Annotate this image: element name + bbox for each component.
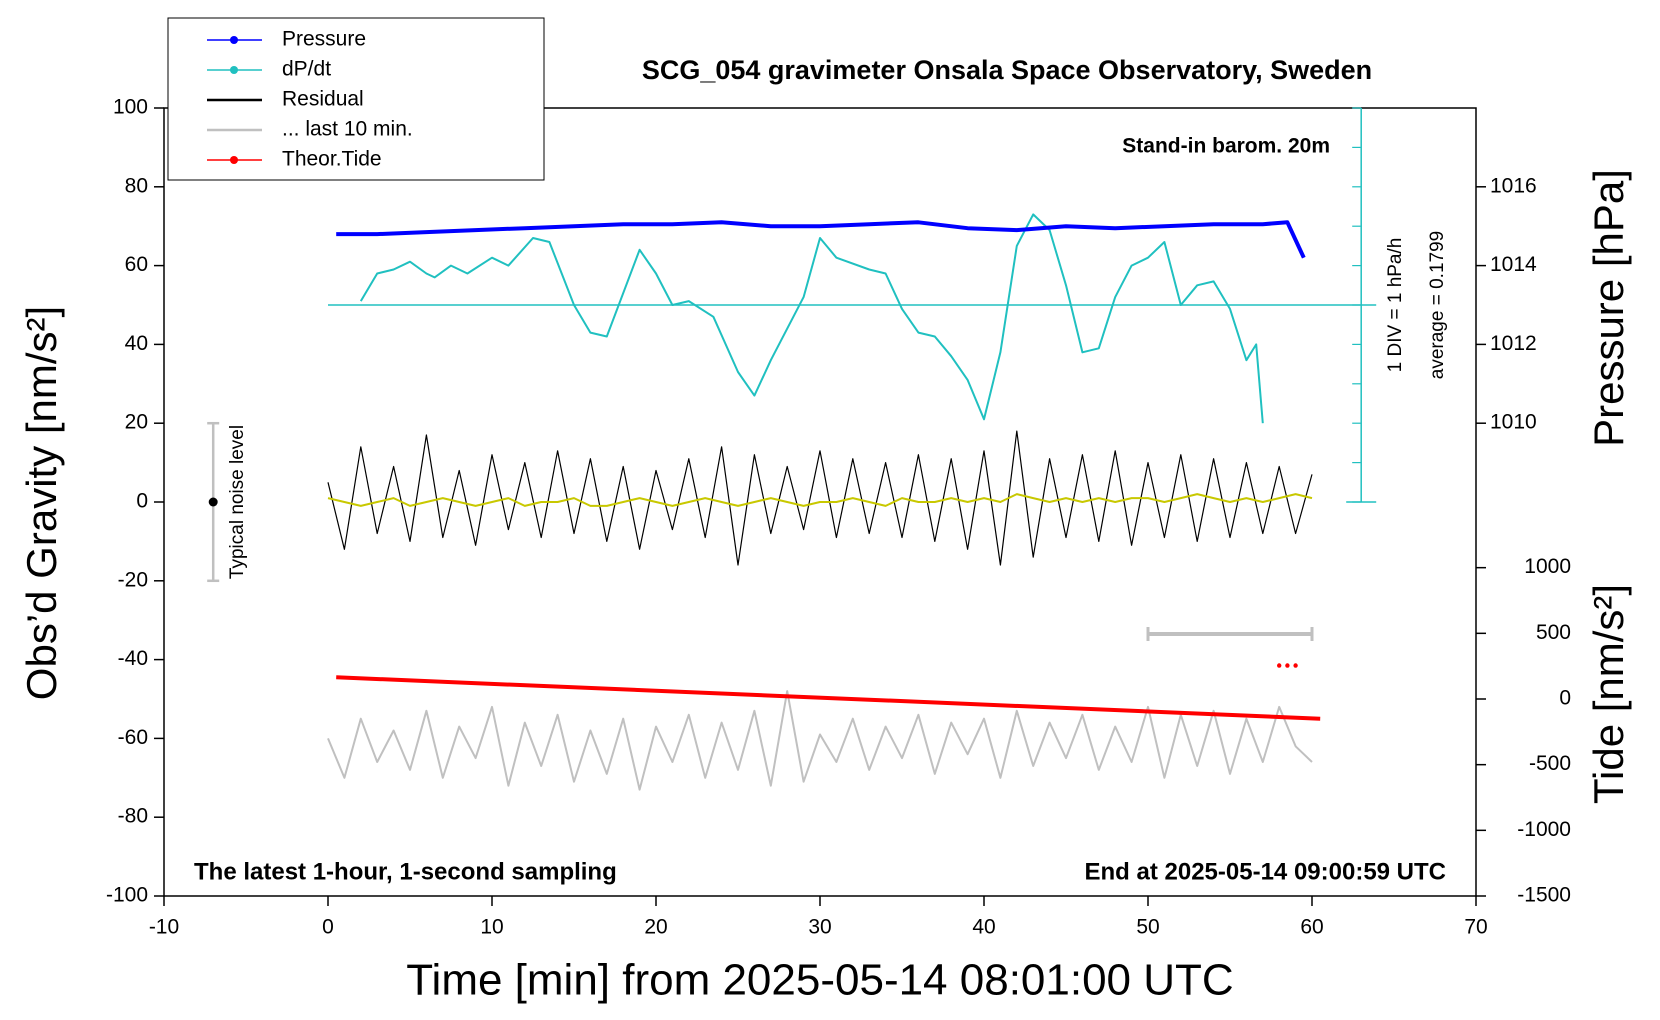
x-tick-label: -10	[149, 916, 179, 939]
y-tick-label: 0	[136, 490, 148, 513]
series-line	[327, 493, 1313, 507]
y2-axis-label: Pressure [hPa]	[1585, 169, 1632, 447]
y3-tick-label: 500	[1536, 621, 1571, 644]
y-tick-label: 80	[125, 174, 148, 197]
y3-tick-label: 1000	[1524, 555, 1571, 578]
y3-tick-label: -1500	[1517, 884, 1571, 907]
y-tick-label: -80	[118, 805, 148, 828]
legend-marker	[230, 156, 238, 164]
y-tick-label: -60	[118, 726, 148, 749]
y2-tick-label: 1012	[1490, 332, 1537, 355]
legend-marker	[230, 36, 238, 44]
y2-tick-label: 1016	[1490, 174, 1537, 197]
series-line	[327, 690, 1313, 791]
y-tick-label: -40	[118, 647, 148, 670]
y-tick-label: 20	[125, 411, 148, 434]
x-tick-label: 50	[1136, 916, 1159, 939]
y3-axis-label: Tide [nm/s²]	[1585, 584, 1632, 804]
x-tick-label: 10	[480, 916, 503, 939]
y-tick-label: -20	[118, 568, 148, 591]
y3-tick-label: 0	[1559, 687, 1571, 710]
noise-label: Typical noise level	[227, 425, 248, 579]
y2-tick-label: 1014	[1490, 253, 1537, 276]
noise-center	[208, 497, 218, 507]
y2-tick-label: 1010	[1490, 411, 1537, 434]
annotation: End at 2025-05-14 09:00:59 UTC	[1085, 858, 1447, 885]
annotation: The latest 1-hour, 1-second sampling	[194, 858, 617, 885]
y-tick-label: 40	[125, 332, 148, 355]
series-line	[359, 213, 1264, 424]
y3-tick-label: -1000	[1517, 818, 1571, 841]
y-tick-label: 100	[113, 96, 148, 119]
annotation: average = 0.1799	[1427, 231, 1448, 379]
chart-title: SCG_054 gravimeter Onsala Space Observat…	[642, 55, 1372, 85]
legend: Pressure dP/dt Residual ... last 10 min. The…	[167, 17, 545, 181]
legend-marker	[230, 66, 238, 74]
tide-dot	[1293, 663, 1298, 668]
annotation: 1 DIV = 1 hPa/h	[1385, 238, 1406, 373]
tide-dot	[1277, 663, 1282, 668]
legend-label: Theor.Tide	[282, 148, 382, 171]
series-line	[336, 675, 1321, 721]
y-axis-label: Obs’d Gravity [nm/s²]	[18, 306, 65, 700]
x-tick-label: 70	[1464, 916, 1487, 939]
y-tick-label: -100	[106, 884, 148, 907]
x-tick-label: 30	[808, 916, 831, 939]
x-tick-label: 40	[972, 916, 995, 939]
x-tick-label: 60	[1300, 916, 1323, 939]
legend-label: Pressure	[282, 28, 366, 51]
series-line	[327, 430, 1313, 566]
legend-label: dP/dt	[282, 58, 331, 81]
tide-dot	[1285, 663, 1290, 668]
x-tick-label: 20	[644, 916, 667, 939]
series-line	[336, 220, 1306, 259]
y-tick-label: 60	[125, 253, 148, 276]
legend-label: ... last 10 min.	[282, 118, 413, 141]
annotation: Stand-in barom. 20m	[1122, 135, 1330, 158]
x-tick-label: 0	[322, 916, 334, 939]
legend-label: Residual	[282, 88, 364, 111]
y3-tick-label: -500	[1529, 752, 1571, 775]
x-axis-label: Time [min] from 2025-05-14 08:01:00 UTC	[406, 956, 1233, 1005]
